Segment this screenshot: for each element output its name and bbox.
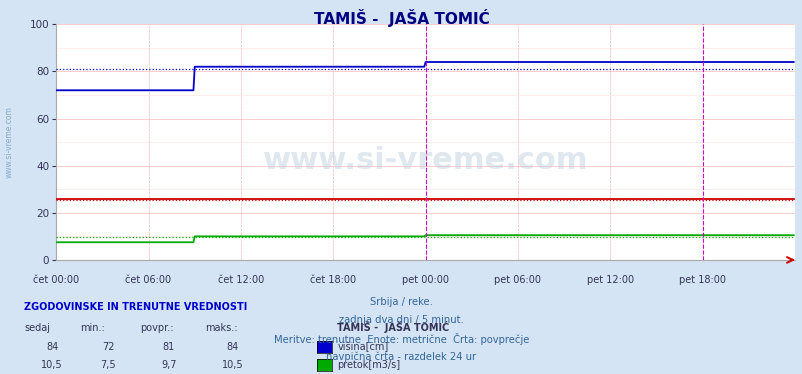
Text: čet 06:00: čet 06:00 (125, 275, 172, 285)
Text: 9,7: 9,7 (160, 361, 176, 370)
Text: čet 18:00: čet 18:00 (310, 275, 356, 285)
Text: pretok[m3/s]: pretok[m3/s] (337, 361, 400, 370)
Text: 10,5: 10,5 (222, 361, 243, 370)
Text: navpična črta - razdelek 24 ur: navpična črta - razdelek 24 ur (326, 351, 476, 362)
Text: višina[cm]: višina[cm] (337, 341, 388, 352)
Text: Meritve: trenutne  Enote: metrične  Črta: povprečje: Meritve: trenutne Enote: metrične Črta: … (273, 333, 529, 345)
Text: TAMIŠ -  JAŠA TOMIĆ: TAMIŠ - JAŠA TOMIĆ (314, 9, 488, 27)
Text: povpr.:: povpr.: (140, 323, 174, 333)
Text: pet 00:00: pet 00:00 (402, 275, 448, 285)
Text: www.si-vreme.com: www.si-vreme.com (262, 147, 588, 175)
Text: 7,5: 7,5 (100, 361, 116, 370)
Text: pet 18:00: pet 18:00 (678, 275, 725, 285)
Text: čet 00:00: čet 00:00 (33, 275, 79, 285)
Text: Srbija / reke.: Srbija / reke. (370, 297, 432, 307)
Text: 81: 81 (162, 342, 175, 352)
Text: čet 12:00: čet 12:00 (217, 275, 264, 285)
Text: 84: 84 (46, 342, 59, 352)
Text: 72: 72 (102, 342, 115, 352)
Text: 10,5: 10,5 (42, 361, 63, 370)
Text: pet 06:00: pet 06:00 (494, 275, 541, 285)
Text: TAMIŠ -  JAŠA TOMIĆ: TAMIŠ - JAŠA TOMIĆ (337, 321, 449, 333)
Text: zadnja dva dni / 5 minut.: zadnja dva dni / 5 minut. (338, 315, 464, 325)
Text: pet 12:00: pet 12:00 (586, 275, 633, 285)
Text: 84: 84 (226, 342, 239, 352)
Text: min.:: min.: (80, 323, 105, 333)
Text: www.si-vreme.com: www.si-vreme.com (5, 106, 14, 178)
Text: maks.:: maks.: (205, 323, 237, 333)
Text: ZGODOVINSKE IN TRENUTNE VREDNOSTI: ZGODOVINSKE IN TRENUTNE VREDNOSTI (24, 303, 247, 312)
Text: sedaj: sedaj (24, 323, 50, 333)
